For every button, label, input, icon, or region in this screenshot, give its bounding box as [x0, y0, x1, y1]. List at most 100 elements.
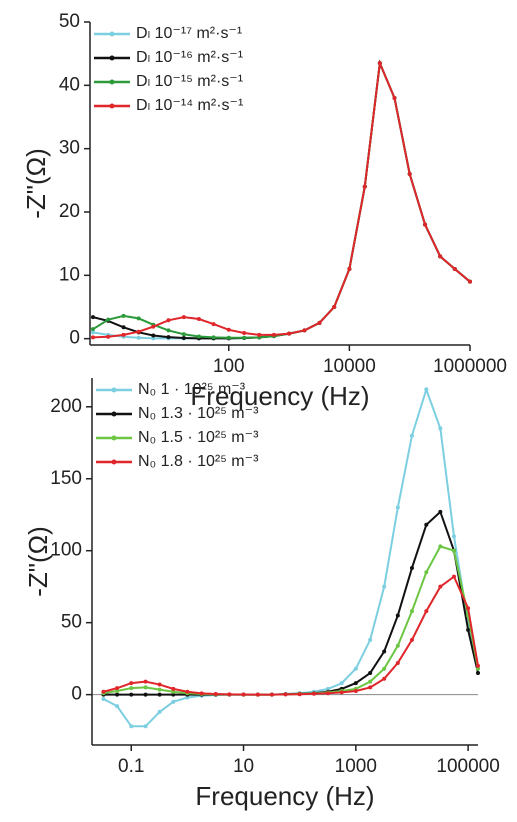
data-point — [339, 681, 344, 686]
data-point — [90, 335, 95, 340]
data-point — [312, 691, 317, 696]
x-axis-title: Frequency (Hz) — [190, 381, 369, 411]
legend-marker — [111, 459, 117, 465]
data-point — [368, 679, 373, 684]
data-point — [196, 317, 201, 322]
data-point — [166, 335, 171, 340]
data-point — [332, 305, 337, 309]
data-point — [297, 692, 302, 697]
legend-label: N₀ 1.3 · 10²⁵ m⁻³ — [138, 405, 259, 422]
data-point — [438, 254, 443, 259]
data-point — [199, 691, 204, 696]
data-point — [269, 692, 274, 697]
data-point — [409, 637, 414, 642]
data-point — [90, 330, 95, 335]
y-tick-label: 50 — [61, 612, 82, 633]
data-point — [226, 335, 231, 340]
data-point — [196, 334, 201, 339]
series-line — [103, 510, 479, 696]
data-point — [157, 692, 162, 697]
data-point — [143, 679, 148, 684]
data-point — [347, 267, 352, 271]
chart: 0 50 100 150 200 0.1 10 1000 100000 Frequency (Hz… — [23, 378, 500, 811]
data-point — [166, 328, 171, 333]
legend-marker — [111, 435, 117, 441]
data-point — [129, 686, 134, 691]
data-point — [362, 184, 367, 189]
legend-marker — [109, 79, 115, 85]
data-point — [185, 689, 190, 694]
data-point — [382, 666, 387, 671]
data-point — [438, 426, 443, 431]
legend-marker — [109, 103, 115, 109]
data-point — [395, 660, 400, 665]
data-point — [452, 267, 457, 271]
data-point — [211, 322, 216, 327]
data-point — [129, 692, 134, 697]
data-point — [423, 222, 428, 227]
data-point — [226, 327, 231, 332]
data-point — [241, 692, 246, 697]
data-point — [166, 318, 171, 323]
data-point — [171, 699, 176, 704]
data-point — [271, 332, 276, 337]
data-point — [101, 689, 106, 694]
data-point — [129, 681, 134, 686]
data-point — [257, 332, 262, 337]
data-point — [143, 692, 148, 697]
data-point — [283, 692, 288, 697]
y-axis-title: -Z"(Ω) — [21, 148, 51, 219]
data-point — [409, 433, 414, 438]
data-point — [90, 327, 95, 332]
data-point — [287, 331, 292, 336]
data-point — [115, 704, 120, 709]
data-point — [106, 334, 111, 339]
legend-label: N₀ 1 · 10²⁵ m⁻³ — [138, 381, 246, 398]
y-tick-label: 30 — [59, 138, 80, 159]
data-point — [353, 681, 358, 686]
data-point — [227, 692, 232, 697]
data-point — [121, 325, 126, 330]
data-point — [339, 690, 344, 695]
data-point — [395, 505, 400, 510]
data-point — [181, 336, 186, 341]
data-point — [115, 686, 120, 691]
data-point — [377, 61, 382, 66]
data-point — [157, 687, 162, 692]
y-tick-label: 150 — [50, 468, 82, 489]
data-point — [476, 663, 480, 668]
y-tick-label: 0 — [69, 328, 80, 349]
x-tick-label: 0.1 — [118, 756, 144, 777]
x-tick-label: 1000000 — [433, 356, 507, 377]
data-point — [353, 689, 358, 694]
data-point — [382, 649, 387, 654]
data-point — [143, 724, 148, 729]
y-tick-label: 0 — [71, 684, 82, 705]
x-tick-label: 100000 — [436, 756, 499, 777]
data-point — [451, 534, 456, 539]
legend-marker — [109, 55, 115, 61]
data-point — [438, 584, 443, 589]
data-point — [409, 565, 414, 570]
x-tick-label: 10000 — [323, 356, 376, 377]
data-point — [136, 335, 141, 340]
data-point — [255, 692, 260, 697]
y-tick-label: 200 — [50, 396, 82, 417]
series-line — [103, 575, 479, 696]
data-point — [115, 689, 120, 694]
data-point — [129, 724, 134, 729]
y-axis-title: -Z"(Ω) — [23, 526, 53, 597]
data-point — [151, 336, 156, 341]
chart: 0 10 20 30 40 50 100 10000 1000000 Frequency (Hz)… — [21, 11, 507, 411]
data-point — [382, 584, 387, 589]
data-point — [424, 522, 429, 527]
data-point — [213, 692, 218, 697]
data-point — [424, 570, 429, 575]
data-point — [151, 324, 156, 329]
data-point — [106, 317, 111, 322]
data-point — [171, 686, 176, 691]
data-point — [409, 609, 414, 614]
legend-marker — [109, 31, 115, 37]
data-point — [242, 335, 247, 340]
data-point — [395, 613, 400, 618]
